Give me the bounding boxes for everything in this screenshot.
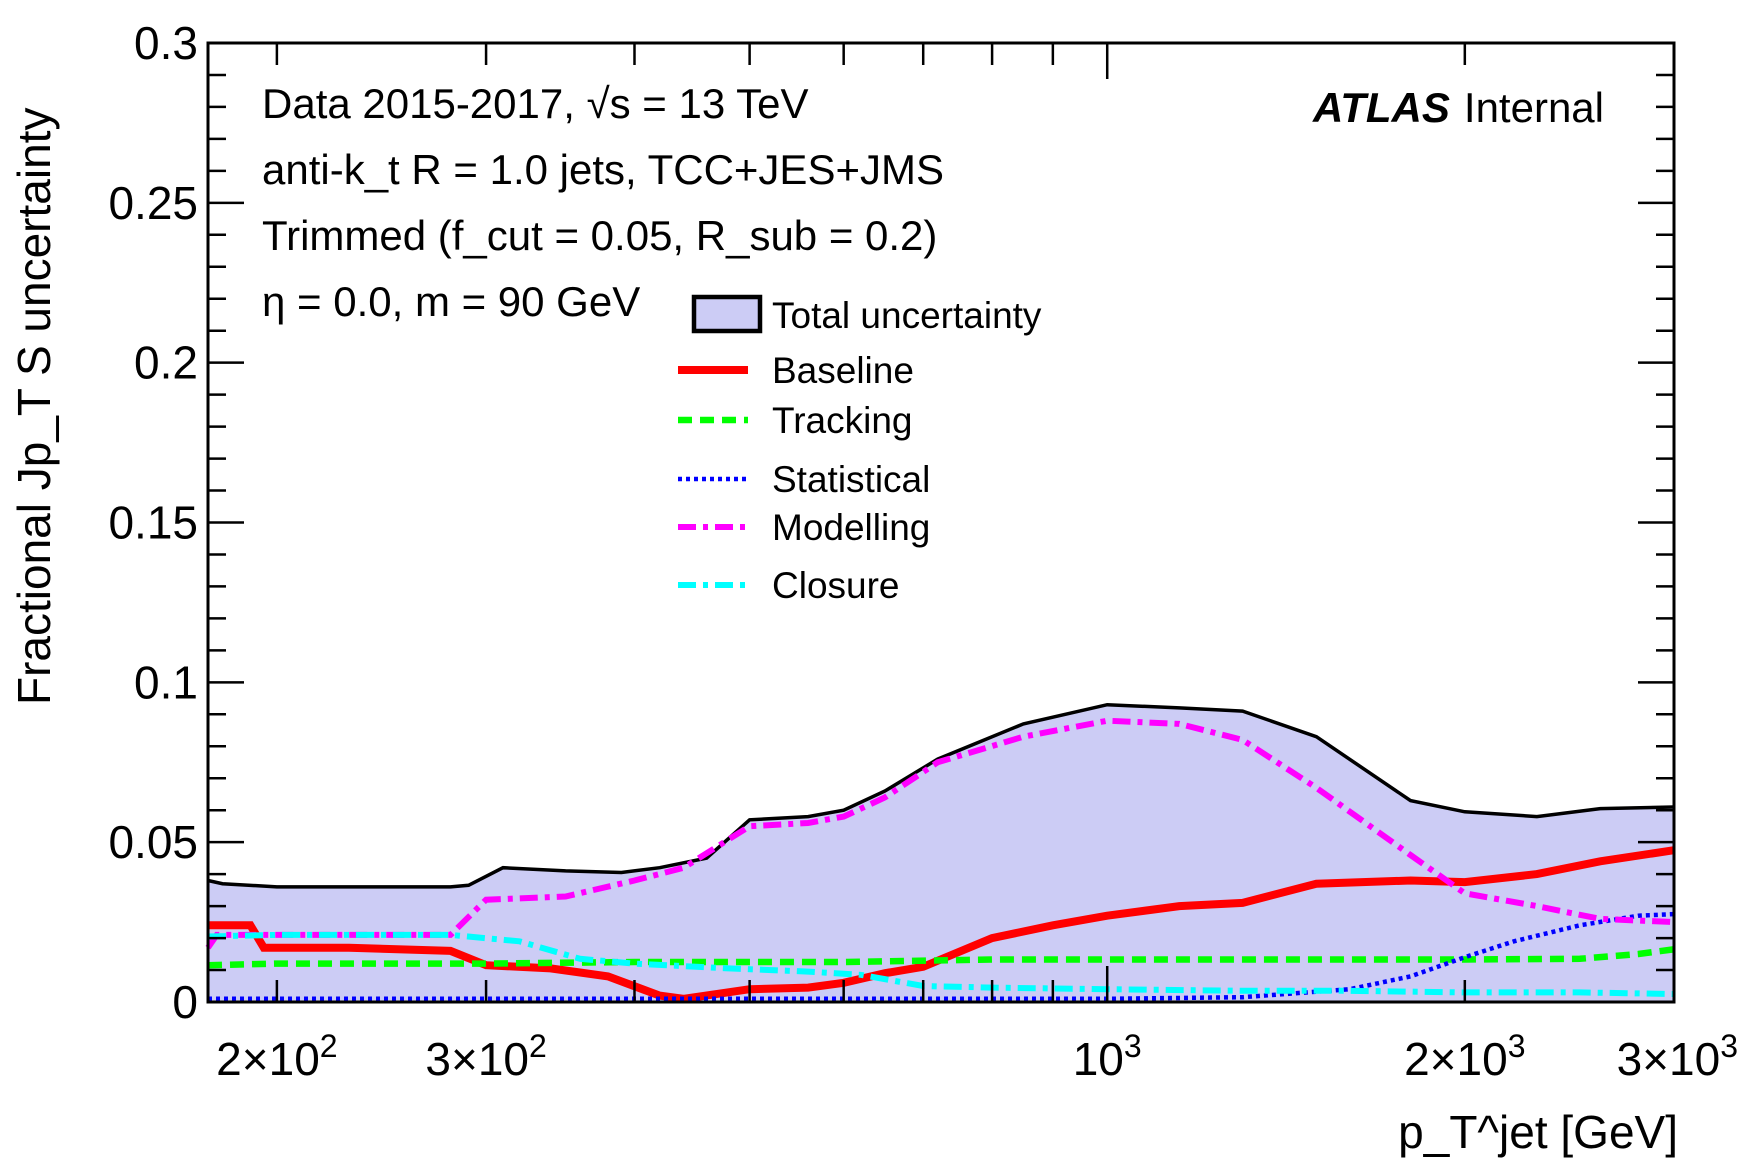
annotation-block: Data 2015-2017, √s = 13 TeV anti-k_t R =… <box>262 80 1604 325</box>
x-tick-label: 2×103 <box>1404 1028 1525 1085</box>
annotation-line-3: Trimmed (f_cut = 0.05, R_sub = 0.2) <box>262 212 937 259</box>
statistical-line <box>208 911 1675 1002</box>
y-tick-labels: 0 0.05 0.1 0.15 0.2 0.25 0.3 <box>108 17 198 1028</box>
legend-label-statistical: Statistical <box>772 459 930 500</box>
status-label: Internal <box>1464 84 1604 131</box>
x-tick-mantissa: 2× <box>1404 1033 1456 1085</box>
y-axis-title: Fractional Jp_T S uncertainty <box>8 108 60 705</box>
y-tick-label: 0.15 <box>108 497 198 549</box>
baseline-line <box>208 846 1675 1003</box>
tracking-line <box>207 946 1675 969</box>
x-tick-base: 10 <box>478 1033 529 1085</box>
x-tick-exponent: 3 <box>1720 1028 1738 1064</box>
x-tick-mantissa: 2× <box>216 1033 268 1085</box>
total-uncertainty-band <box>208 704 1674 1002</box>
legend-label-baseline: Baseline <box>772 350 914 391</box>
plot-frame-group <box>206 41 1676 1004</box>
series-layer <box>205 702 1675 1003</box>
y-tick-label: 0.05 <box>108 816 198 868</box>
x-axis-title: p_T^jet [GeV] <box>1398 1106 1678 1158</box>
modelling-line <box>205 717 1675 950</box>
legend-label-closure: Closure <box>772 565 900 606</box>
y-tick-label: 0.2 <box>134 337 198 389</box>
y-tick-label: 0 <box>172 976 198 1028</box>
y-tick-label: 0.25 <box>108 177 198 229</box>
x-tick-exponent: 2 <box>320 1028 338 1064</box>
x-tick-base: 10 <box>1669 1033 1720 1085</box>
x-tick-base: 10 <box>269 1033 320 1085</box>
x-tick-mantissa: 3× <box>425 1033 477 1085</box>
legend-label-total-uncertainty: Total uncertainty <box>772 295 1042 336</box>
annotation-line-4: η = 0.0, m = 90 GeV <box>262 278 640 325</box>
annotation-line-2: anti-k_t R = 1.0 jets, TCC+JES+JMS <box>262 146 944 193</box>
legend: Total uncertainty Baseline Tracking Statist… <box>678 294 1042 606</box>
x-tick-exponent: 3 <box>1124 1028 1142 1064</box>
x-tick-label: 3×102 <box>425 1028 546 1085</box>
x-tick-labels: 2×102 3×102 103 2×103 3×103 <box>216 1028 1738 1085</box>
atlas-label: ATLAS Internal <box>1312 84 1604 131</box>
legend-swatch-total-uncertainty <box>691 294 763 334</box>
x-tick-mantissa: 3× <box>1617 1033 1669 1085</box>
x-tick-label: 3×103 <box>1617 1028 1738 1085</box>
x-tick-base: 10 <box>1457 1033 1508 1085</box>
x-tick-exponent: 2 <box>529 1028 547 1064</box>
y-tick-label: 0.1 <box>134 656 198 708</box>
x-tick-exponent: 3 <box>1508 1028 1526 1064</box>
legend-label-modelling: Modelling <box>772 507 930 548</box>
total-uncertainty-edge <box>207 702 1675 889</box>
x-tick-base: 10 <box>1073 1033 1124 1085</box>
x-tick-label: 2×102 <box>216 1028 337 1085</box>
experiment-name: ATLAS <box>1312 84 1450 131</box>
annotation-line-1: Data 2015-2017, √s = 13 TeV <box>262 80 809 127</box>
x-tick-label: 103 <box>1073 1028 1142 1085</box>
legend-label-tracking: Tracking <box>772 400 913 441</box>
closure-line <box>207 931 1675 997</box>
y-tick-label: 0.3 <box>134 17 198 69</box>
